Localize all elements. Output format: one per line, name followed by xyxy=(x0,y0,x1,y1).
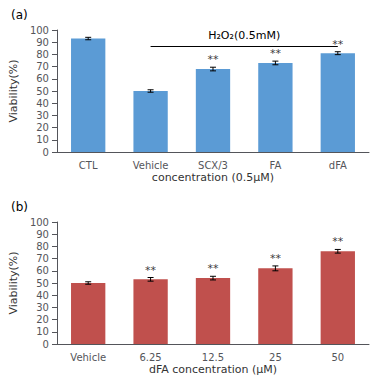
svg-text:0: 0 xyxy=(43,339,49,350)
svg-text:**: ** xyxy=(145,264,157,277)
svg-text:80: 80 xyxy=(36,241,49,252)
svg-text:40: 40 xyxy=(36,98,49,109)
svg-text:FA: FA xyxy=(270,160,282,171)
svg-text:Viability(%): Viability(%) xyxy=(7,251,20,314)
svg-text:60: 60 xyxy=(36,265,49,276)
svg-text:90: 90 xyxy=(36,229,49,240)
svg-text:(a): (a) xyxy=(11,8,28,22)
svg-text:dFA concentration (μM): dFA concentration (μM) xyxy=(149,363,277,376)
svg-text:10: 10 xyxy=(36,134,49,145)
svg-text:0: 0 xyxy=(43,147,49,158)
svg-text:**: ** xyxy=(332,235,344,248)
svg-text:70: 70 xyxy=(36,253,49,264)
svg-text:60: 60 xyxy=(36,73,49,84)
svg-text:dFA: dFA xyxy=(329,160,347,171)
svg-text:Vehicle: Vehicle xyxy=(133,160,169,171)
svg-text:**: ** xyxy=(270,47,282,60)
svg-text:12.5: 12.5 xyxy=(202,352,224,363)
svg-text:20: 20 xyxy=(36,314,49,325)
svg-text:50: 50 xyxy=(36,278,49,289)
svg-text:20: 20 xyxy=(36,122,49,133)
svg-text:25: 25 xyxy=(269,352,282,363)
svg-text:6.25: 6.25 xyxy=(139,352,161,363)
svg-text:40: 40 xyxy=(36,290,49,301)
svg-text:30: 30 xyxy=(36,302,49,313)
svg-text:10: 10 xyxy=(36,326,49,337)
svg-text:**: ** xyxy=(207,262,219,275)
svg-text:100: 100 xyxy=(30,217,49,228)
svg-text:80: 80 xyxy=(36,49,49,60)
svg-text:30: 30 xyxy=(36,110,49,121)
svg-text:50: 50 xyxy=(331,352,344,363)
svg-text:100: 100 xyxy=(30,25,49,36)
svg-text:**: ** xyxy=(207,53,219,66)
svg-text:Vehicle: Vehicle xyxy=(70,352,106,363)
svg-text:(b): (b) xyxy=(11,200,28,214)
svg-text:50: 50 xyxy=(36,86,49,97)
svg-text:**: ** xyxy=(270,252,282,265)
svg-text:SCX/3: SCX/3 xyxy=(198,160,228,171)
svg-text:Viability(%): Viability(%) xyxy=(7,59,20,122)
svg-text:H₂O₂(0.5mM): H₂O₂(0.5mM) xyxy=(208,29,280,42)
svg-text:**: ** xyxy=(332,38,344,51)
svg-text:concentration (0.5μM): concentration (0.5μM) xyxy=(152,171,274,184)
svg-text:70: 70 xyxy=(36,61,49,72)
svg-text:CTL: CTL xyxy=(79,160,98,171)
svg-text:90: 90 xyxy=(36,37,49,48)
